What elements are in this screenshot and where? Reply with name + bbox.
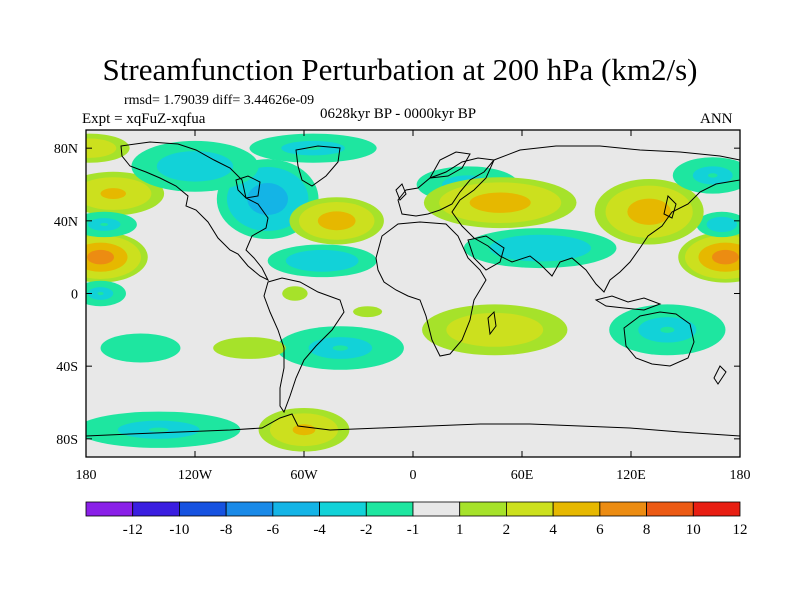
anomaly-arctic-negative [249, 133, 377, 163]
colorbar-label: 2 [503, 522, 511, 538]
x-tick-label: 60W [290, 468, 318, 483]
colorbar-box [225, 501, 274, 517]
colorbar-box [599, 501, 647, 517]
anomaly-arctic-west-positive [86, 133, 130, 163]
scandinavia-coastline [429, 151, 471, 179]
colorbar-label: -1 [407, 522, 420, 538]
x-tick-label: 0 [410, 468, 417, 483]
anomaly-bering-negative [672, 157, 740, 194]
anomaly-south-pacific-positive [213, 337, 286, 359]
africa-coastline [375, 221, 487, 357]
new-zealand-coastline [713, 365, 727, 385]
british-isles-coastline [395, 183, 407, 201]
colorbar-label: -10 [169, 522, 189, 538]
colorbar-label: 10 [686, 522, 701, 538]
arabia-coastline [467, 235, 505, 271]
colorbar-box [646, 501, 694, 517]
anomaly-pacific-east-negative [696, 211, 740, 238]
y-tick-label: 0 [71, 288, 78, 303]
north-america-coastline [120, 141, 270, 282]
anomaly-mid-atlantic-positive [353, 306, 383, 318]
south-america-coastline [263, 277, 345, 414]
asia-coastline [451, 145, 740, 293]
season-label: ANN [700, 111, 733, 127]
anomaly-pacific-east-positive [678, 231, 740, 283]
x-tick-label: 180 [730, 468, 751, 483]
colorbar-label: 8 [643, 522, 651, 538]
anomaly-amazon-positive [282, 286, 308, 301]
colorbar-box [179, 501, 227, 517]
y-tick-label: 80N [54, 142, 78, 157]
colorbar-label: -4 [313, 522, 326, 538]
colorbar-box [365, 501, 414, 517]
colorbar-label: -12 [123, 522, 143, 538]
experiment-label: Expt = xqFuZ-xqfua [82, 111, 206, 127]
chart-title: Streamfunction Perturbation at 200 hPa (… [102, 52, 698, 87]
colorbar-label: 6 [596, 522, 604, 538]
anomaly-atlantic-positive [289, 197, 384, 245]
colorbar-box [85, 501, 134, 517]
colorbar-label: -8 [220, 522, 233, 538]
colorbar-label: 1 [456, 522, 464, 538]
indonesia-coastline [594, 295, 662, 311]
anomaly-indian-ocean-positive [422, 304, 568, 356]
anomaly-south-atlantic-negative [276, 326, 404, 370]
anomaly-north-pacific-positive [86, 171, 165, 216]
antarctica-coastline [86, 413, 740, 437]
colorbar-box [272, 501, 320, 517]
colorbar-label: 12 [733, 522, 748, 538]
y-tick-label: 80S [56, 433, 78, 448]
anomaly-south-pacific-west-negative [100, 333, 181, 363]
japan-coastline [663, 195, 677, 219]
anomaly-south-asia-negative [463, 228, 617, 269]
anomaly-equator-west-negative [86, 280, 126, 307]
colorbar-label: 4 [549, 522, 557, 538]
madagascar-coastline [487, 310, 497, 336]
period-label: 0628kyr BP - 0000kyr BP [320, 106, 477, 122]
colorbar-box [692, 501, 741, 517]
stats-line: rmsd= 1.79039 diff= 3.44626e-09 [124, 93, 315, 108]
colorbar-box [319, 501, 367, 517]
hudson-bay-coastline [235, 175, 261, 199]
colorbar-box [412, 501, 461, 517]
colorbar-box [506, 501, 554, 517]
colorbar-box [552, 501, 601, 517]
anomaly-pacific-west-positive [86, 231, 148, 283]
anomaly-pacific-west-negative [86, 211, 137, 238]
colorbar-label: -6 [267, 522, 280, 538]
x-tick-label: 180 [76, 468, 97, 483]
colorbar-box [132, 501, 180, 517]
colorbar-box [459, 501, 507, 517]
y-tick-label: 40S [56, 360, 78, 375]
x-tick-label: 120W [178, 468, 213, 483]
y-tick-label: 40N [54, 215, 78, 230]
anomaly-tropical-atlantic-negative [267, 244, 377, 278]
australia-coastline [623, 311, 695, 367]
x-tick-label: 120E [616, 468, 646, 483]
greenland-coastline [295, 145, 341, 187]
x-tick-label: 60E [511, 468, 534, 483]
anomaly-southern-ocean-negative [86, 411, 241, 448]
colorbar-label: -2 [360, 522, 373, 538]
